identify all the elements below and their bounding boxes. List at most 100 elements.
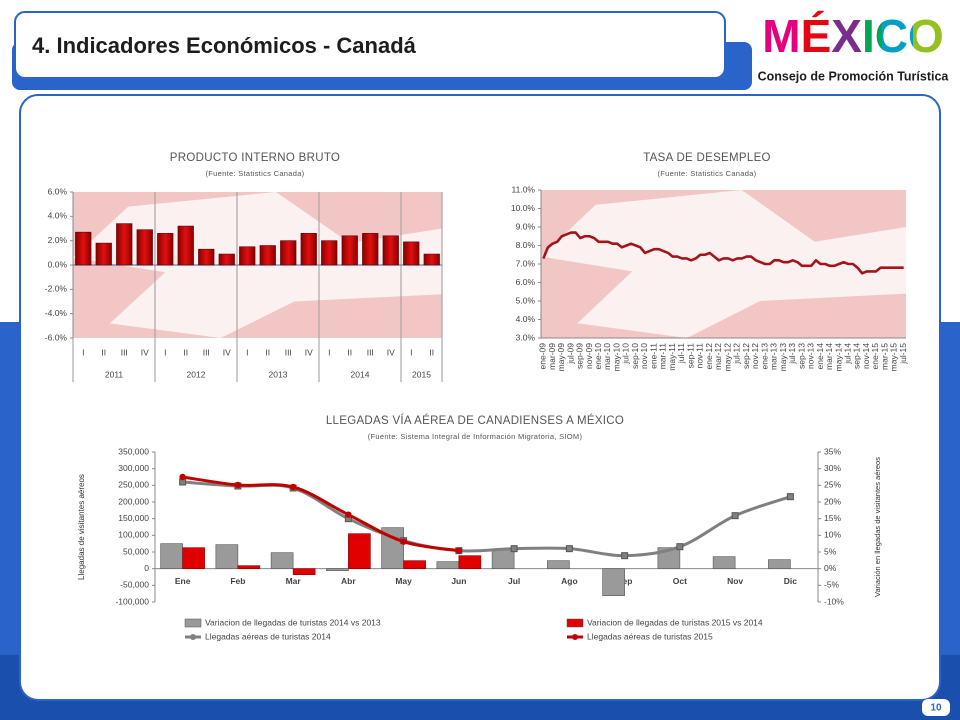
- marker: [621, 552, 629, 560]
- chart-title: TASA DE DESEMPLEO: [643, 152, 771, 164]
- y-tick-label: 35%: [824, 446, 841, 456]
- bar: [547, 560, 570, 569]
- bar: [436, 561, 460, 569]
- y-tick-label: 20%: [824, 496, 841, 506]
- x-tick-label: ene-11: [648, 343, 658, 369]
- legend-label: Llegadas aéreas de turistas 2014: [205, 631, 331, 641]
- bar: [75, 231, 92, 266]
- x-tick-label: Dic: [784, 576, 798, 586]
- chart-subtitle: (Fuente: Statistics Canada): [658, 169, 757, 178]
- group-label: 2015: [412, 369, 431, 379]
- x-tick-label: II: [347, 347, 352, 357]
- chart-title: LLEGADAS VÍA AÉREA DE CANADIENSES A MÉXI…: [326, 414, 624, 427]
- x-tick-label: nov-11: [695, 343, 705, 369]
- chart-subtitle: (Fuente: Sistema Integral de Información…: [368, 432, 583, 441]
- x-tick-label: I: [164, 347, 166, 357]
- x-tick-label: IV: [305, 347, 313, 357]
- bar: [348, 533, 371, 569]
- bar: [712, 556, 736, 569]
- y-tick-label: 50,000: [123, 546, 149, 556]
- y-tick-label: -100,000: [115, 596, 149, 606]
- marker: [786, 493, 794, 501]
- slide-title: 4. Indicadores Económicos - Canadá: [32, 33, 417, 58]
- y-tick-label: 4.0%: [516, 314, 536, 324]
- legend-label: Variacion de llegadas de turistas 2015 v…: [587, 617, 763, 627]
- bar: [321, 240, 338, 266]
- y-tick-label: 150,000: [118, 513, 149, 523]
- page-number-pill: [922, 699, 950, 716]
- x-tick-label: mar-12: [713, 343, 723, 370]
- x-tick-label: IV: [141, 347, 149, 357]
- x-tick-label: may-14: [833, 343, 843, 372]
- y-tick-label: 10.0%: [511, 203, 536, 213]
- y-tick-label: 6.0%: [48, 186, 68, 196]
- x-tick-label: mar-13: [769, 343, 779, 370]
- bar: [259, 245, 276, 266]
- x-tick-label: IV: [387, 347, 395, 357]
- x-tick-label: Abr: [341, 576, 356, 586]
- legend-label: Variacion de llegadas de turistas 2014 v…: [205, 617, 381, 627]
- x-tick-label: jul-12: [732, 343, 742, 365]
- x-tick-label: I: [328, 347, 330, 357]
- y-tick-label: 6.0%: [516, 277, 536, 287]
- y-tick-label: 100,000: [118, 530, 149, 540]
- line: [542, 231, 904, 275]
- logo-subtitle: Consejo de Promoción Turística: [758, 69, 950, 83]
- x-tick-label: mar-11: [658, 343, 668, 370]
- x-tick-label: Nov: [727, 576, 743, 586]
- y-tick-label: 5.0%: [516, 295, 536, 305]
- page-number: 10: [930, 703, 942, 714]
- y-tick-label: -4.0%: [45, 308, 68, 318]
- x-tick-label: Oct: [673, 576, 687, 586]
- x-tick-label: nov-10: [639, 343, 649, 369]
- marker: [455, 547, 463, 554]
- bar: [458, 555, 482, 569]
- y-axis-label: Llegadas de visitantes aéreos: [77, 474, 86, 580]
- y-tick-label: 4.0%: [48, 211, 68, 221]
- bar: [136, 229, 153, 266]
- y-tick-label: -6.0%: [45, 332, 68, 342]
- y-tick-label: 25%: [824, 480, 841, 490]
- x-tick-label: jul-14: [842, 343, 852, 365]
- x-tick-label: nov-09: [584, 343, 594, 369]
- x-tick-label: mar-15: [879, 343, 889, 370]
- x-tick-label: II: [101, 347, 106, 357]
- x-tick-label: sep-09: [575, 343, 585, 369]
- bar: [237, 565, 261, 569]
- group-label: 2013: [269, 369, 288, 379]
- x-tick-label: III: [121, 347, 128, 357]
- y2-axis-label: Variación en llegadas de visitantes aére…: [873, 457, 882, 597]
- bar: [177, 225, 194, 266]
- x-tick-label: II: [183, 347, 188, 357]
- x-tick-label: Ago: [561, 576, 578, 586]
- bar: [215, 544, 239, 569]
- legend-swatch-marker: [190, 634, 196, 640]
- x-tick-label: mar-14: [824, 343, 834, 370]
- marker: [676, 543, 684, 551]
- x-tick-label: II: [265, 347, 270, 357]
- x-tick-label: ene-10: [593, 343, 603, 370]
- x-tick-label: jul-10: [621, 343, 631, 365]
- x-tick-label: nov-13: [806, 343, 816, 369]
- bar: [270, 552, 294, 569]
- bar: [116, 223, 133, 266]
- marker: [400, 538, 407, 545]
- x-tick-label: IV: [223, 347, 231, 357]
- y-tick-label: -10%: [824, 596, 844, 606]
- x-tick-label: nov-12: [750, 343, 760, 369]
- x-tick-label: jul-15: [898, 343, 908, 365]
- x-tick-label: nov-14: [861, 343, 871, 369]
- bar: [198, 248, 215, 266]
- y-tick-label: 0: [144, 563, 149, 573]
- marker: [289, 483, 297, 491]
- bar: [362, 233, 379, 266]
- bar: [423, 253, 440, 266]
- marker: [234, 481, 242, 489]
- y-tick-label: 5%: [824, 546, 837, 556]
- x-tick-label: mar-09: [547, 343, 557, 370]
- bar: [218, 253, 235, 266]
- x-tick-label: ene-09: [538, 343, 548, 370]
- bar: [768, 559, 791, 569]
- x-tick-label: jul-11: [676, 343, 686, 364]
